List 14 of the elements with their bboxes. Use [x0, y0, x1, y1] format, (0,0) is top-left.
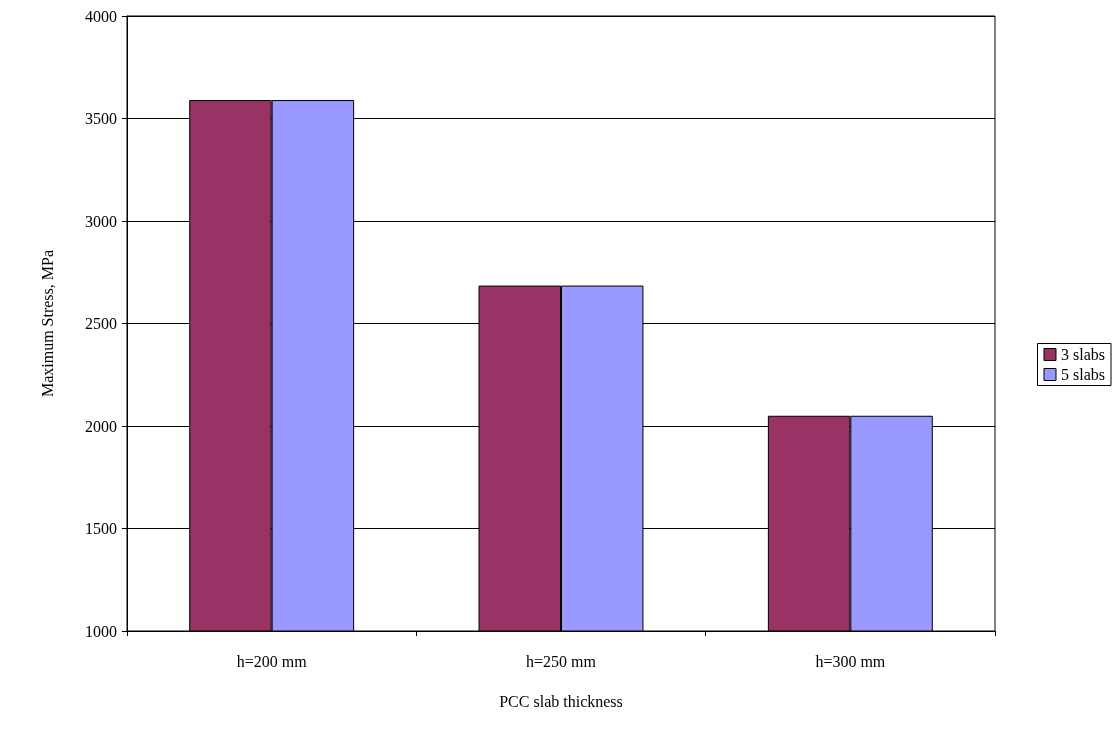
y-tick-label: 2000: [85, 417, 117, 435]
y-tick-label: 2500: [85, 315, 117, 332]
x-tick-label: h=200 mm: [236, 652, 308, 670]
y-axis-title: Maximum Stress, MPa: [38, 249, 56, 398]
legend-label: 5 slabs: [1061, 366, 1105, 383]
x-tick-label: h=250 mm: [526, 652, 597, 670]
x-axis-title: PCC slab thickness: [499, 692, 623, 710]
legend-label: 3 slabs: [1061, 346, 1105, 363]
y-tick-label: 4000: [85, 7, 117, 25]
y-tick-label: 3500: [85, 110, 117, 127]
y-tick-label: 1000: [85, 622, 117, 640]
y-tick-label: 1500: [85, 520, 117, 537]
x-tick-label: h=300 mm: [815, 652, 886, 670]
y-tick-label: 3000: [85, 212, 117, 230]
